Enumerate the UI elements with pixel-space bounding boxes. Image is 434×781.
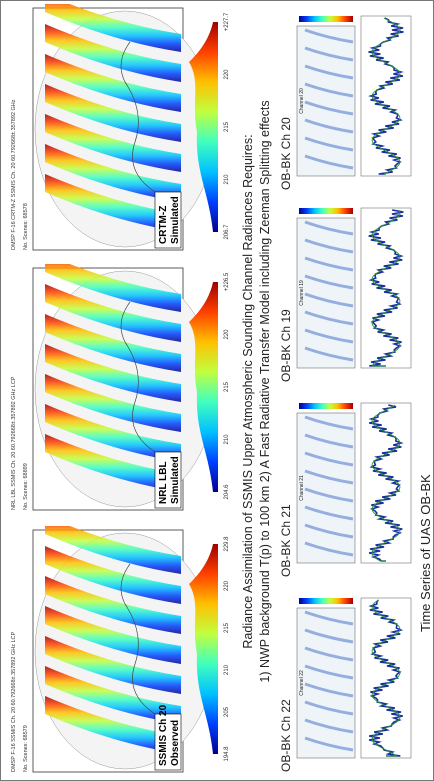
scene-count: No. Scenes: 68579 <box>23 725 29 772</box>
colorbar-tick-label: +227.7 <box>224 12 230 31</box>
map-header: DMSP F-16 CRTM-Z SSMIS Ch. 20 60.792668±… <box>11 99 17 250</box>
ts-figure: Channel 21 <box>279 395 417 577</box>
colorbar-tick-label: 220 <box>224 580 230 591</box>
channel-title: Channel 21 <box>299 475 305 501</box>
plot-box <box>361 598 411 758</box>
colorbar-tick-label: 205 <box>224 706 230 717</box>
colorbar <box>299 16 353 22</box>
panel-label: SSMIS Ch 20 <box>158 704 169 766</box>
colorbar-tick-label: 229.8 <box>224 536 230 552</box>
colorbar <box>299 403 353 409</box>
subtitle: 1) NWP background T(p) to 100 km 2) A Fa… <box>258 1 272 781</box>
ts-panel: OB-BK Ch 20Channel 20 <box>279 8 417 190</box>
channel-title: Channel 22 <box>299 670 305 696</box>
colorbar <box>213 544 218 754</box>
slide: DMSP F-16 SSMIS Ch. 20 60.792668±.357892… <box>1 1 434 781</box>
colorbar-tick-label: 215 <box>224 381 230 392</box>
panel-label: NRL LBL <box>158 461 169 504</box>
panel-label: Simulated <box>170 196 181 244</box>
colorbar-tick-label: 210 <box>224 664 230 675</box>
colorbar <box>299 598 353 604</box>
colorbar-tick-label: +226.5 <box>224 272 230 291</box>
map-header: NRL LBL SSMIS Ch. 20 60.792668±.357892 G… <box>11 376 17 510</box>
colorbar-tick-label: 215 <box>224 622 230 633</box>
map-figure: DMSP F-16 CRTM-Z SSMIS Ch. 20 60.792668±… <box>5 4 237 252</box>
page: DMSP F-16 SSMIS Ch. 20 60.792668±.357892… <box>0 0 434 781</box>
plot-box <box>361 208 411 368</box>
map-header: DMSP F-16 SSMIS Ch. 20 60.792668±.357892… <box>11 631 17 772</box>
colorbar <box>213 282 218 492</box>
colorbar <box>299 208 353 214</box>
map-figure: DMSP F-16 SSMIS Ch. 20 60.792668±.357892… <box>5 526 237 774</box>
panel-label: CRTM-Z <box>158 206 169 244</box>
ts-figure: Channel 20 <box>279 8 417 190</box>
colorbar-tick-label: 210 <box>224 434 230 445</box>
map-panel: DMSP F-16 SSMIS Ch. 20 60.792668±.357892… <box>5 526 237 774</box>
panel-label: Observed <box>170 720 181 766</box>
map-figure: NRL LBL SSMIS Ch. 20 60.792668±.357892 G… <box>5 264 237 512</box>
map-panel: DMSP F-16 CRTM-Z SSMIS Ch. 20 60.792668±… <box>5 4 237 252</box>
channel-title: Channel 20 <box>299 88 305 114</box>
caption: Time Series of UAS OB-BK <box>418 474 433 632</box>
map-panel: NRL LBL SSMIS Ch. 20 60.792668±.357892 G… <box>5 264 237 512</box>
colorbar-tick-label: 220 <box>224 69 230 80</box>
colorbar-tick-label: 206.7 <box>224 224 230 240</box>
colorbar-tick-label: 204.6 <box>224 484 230 500</box>
title: Radiance Assimilation of SSMIS Upper Atm… <box>241 1 255 781</box>
colorbar-tick-label: 215 <box>224 121 230 132</box>
panel-label: Simulated <box>170 456 181 504</box>
scene-count: No. Scenes: 68899 <box>23 463 29 510</box>
scene-count: No. Scenes: 68578 <box>23 203 29 250</box>
colorbar-tick-label: 210 <box>224 174 230 185</box>
colorbar-tick-label: 194.8 <box>224 746 230 762</box>
colorbar-tick-label: 220 <box>224 329 230 340</box>
plot-box <box>361 403 411 563</box>
colorbar <box>213 22 218 232</box>
channel-title: Channel 19 <box>299 280 305 306</box>
ts-figure: Channel 19 <box>279 200 417 382</box>
ts-figure: Channel 22 <box>279 590 417 772</box>
